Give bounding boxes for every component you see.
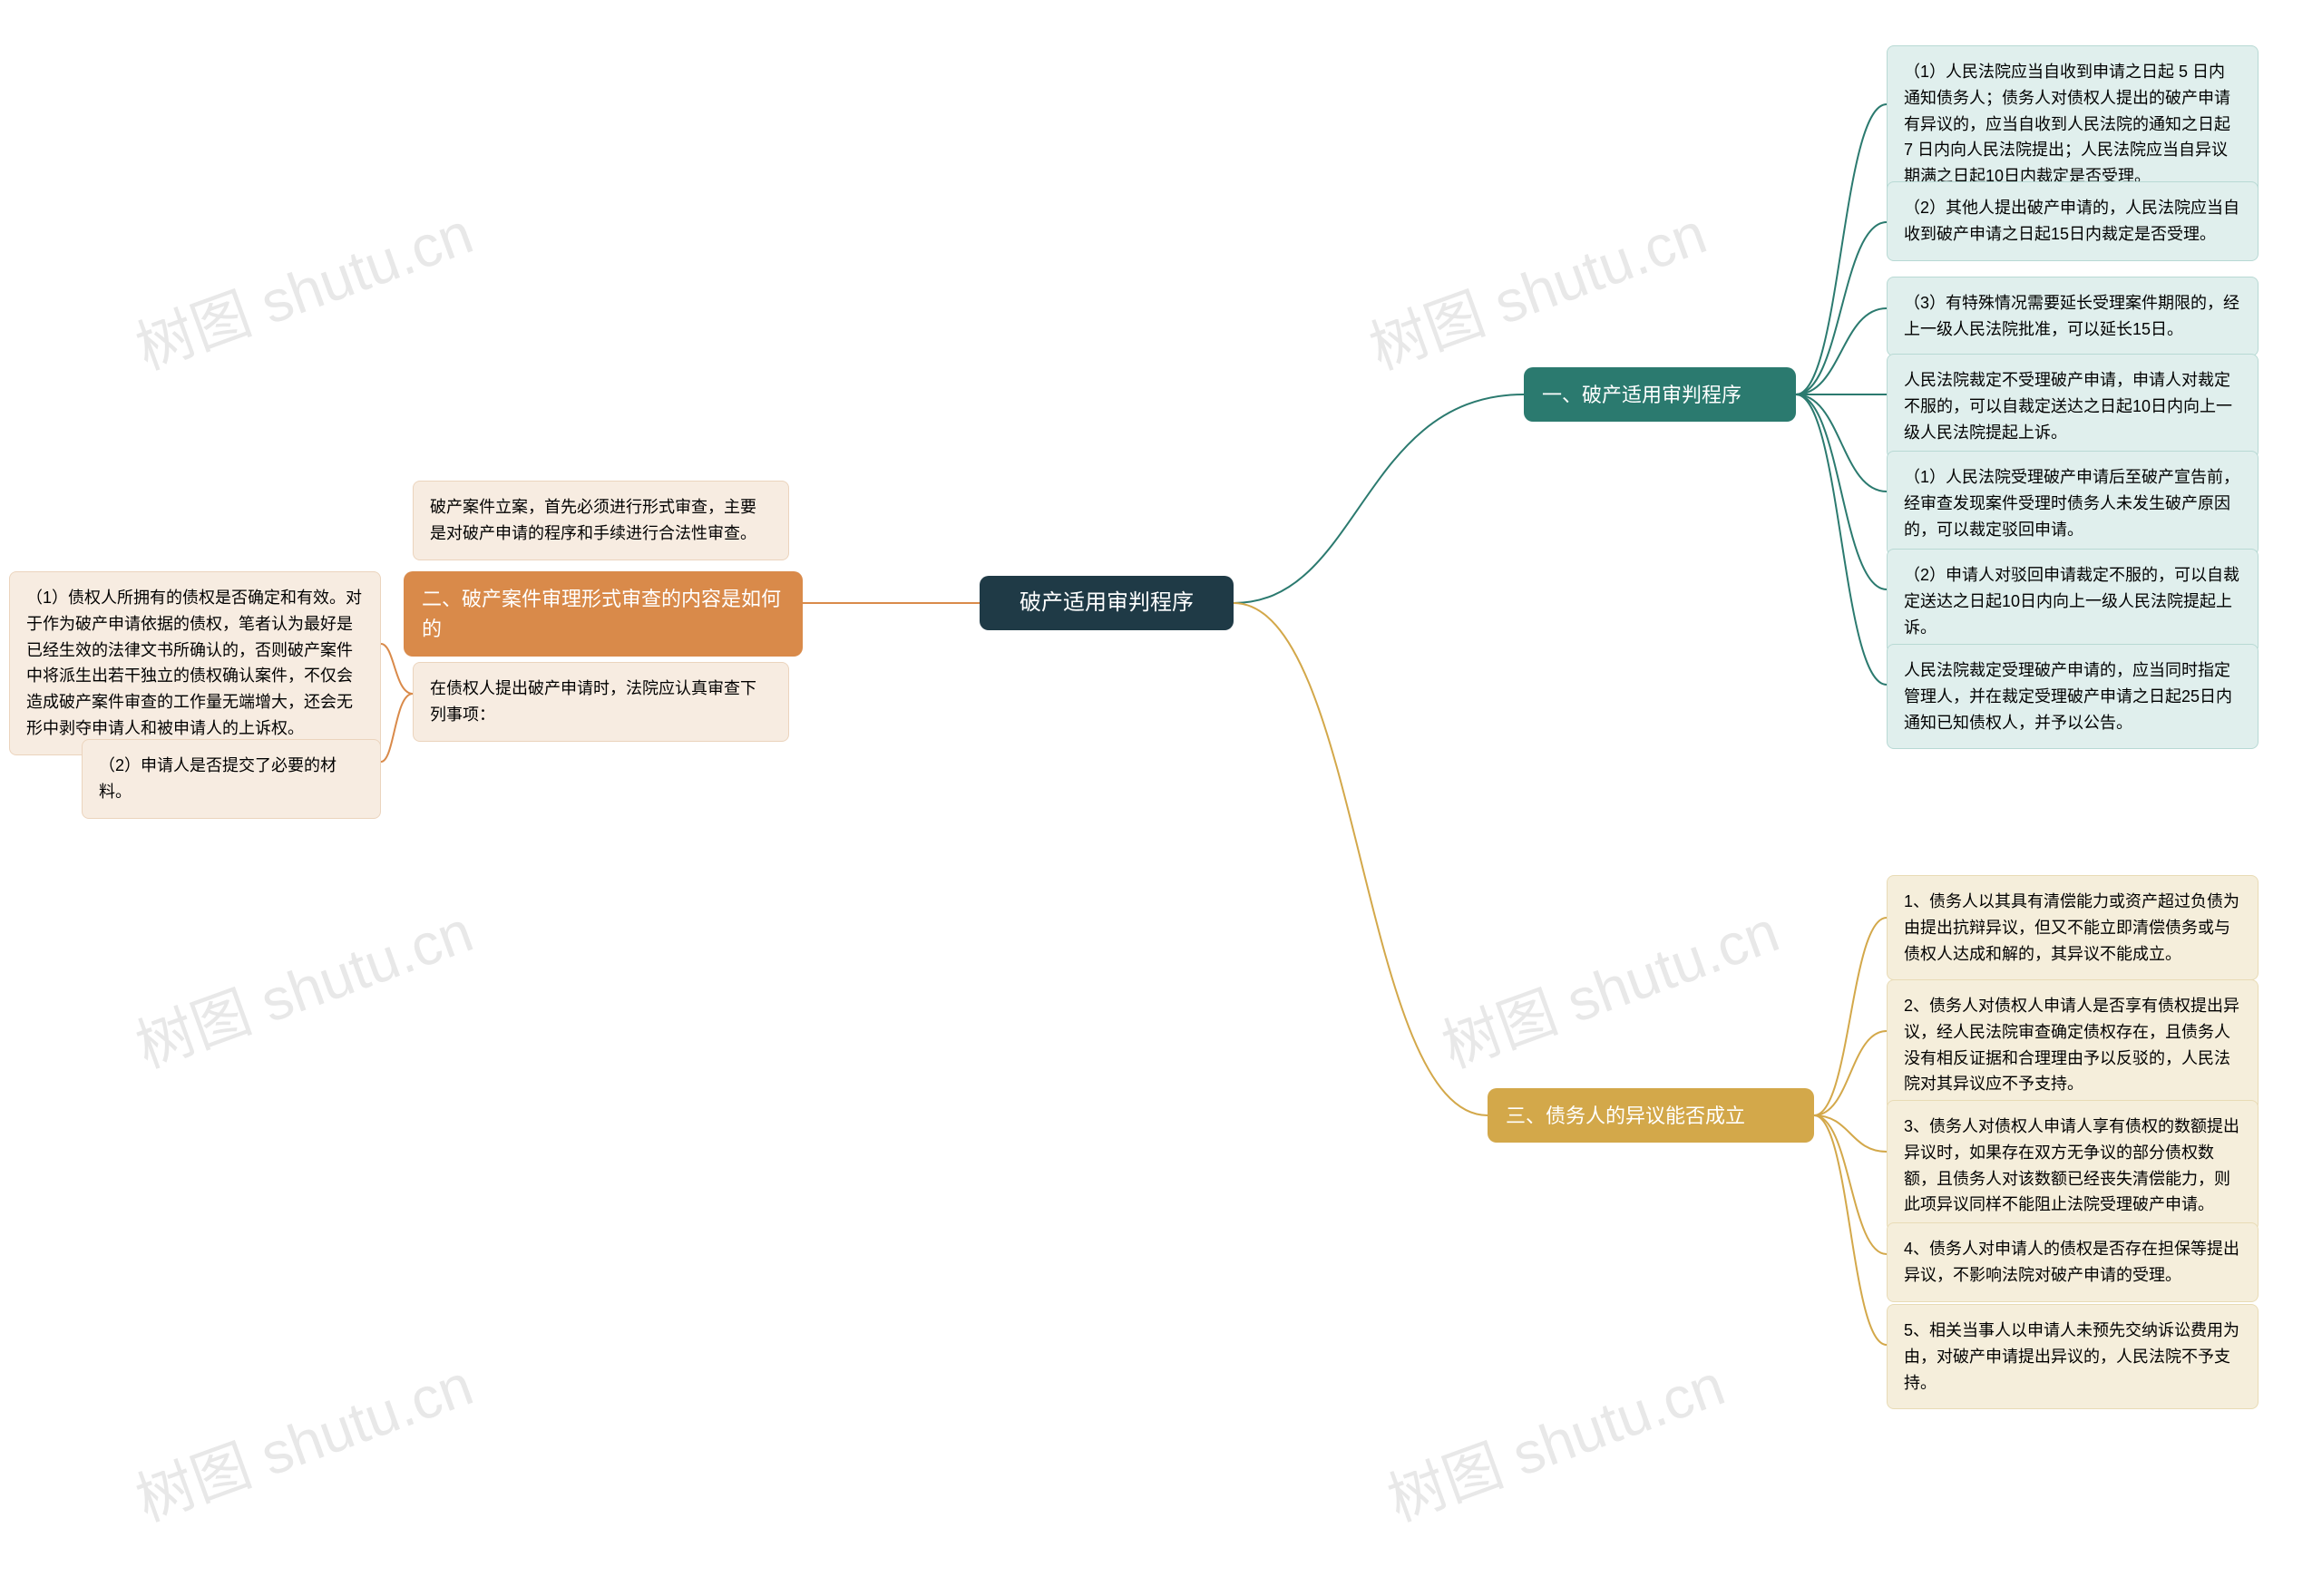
leaf-node: （3）有特殊情况需要延长受理案件期限的，经上一级人民法院批准，可以延长15日。	[1887, 277, 2259, 356]
leaf-node: 3、债务人对债权人申请人享有债权的数额提出异议时，如果存在双方无争议的部分债权数…	[1887, 1100, 2259, 1231]
leaf-node: 人民法院裁定不受理破产申请，申请人对裁定不服的，可以自裁定送达之日起10日内向上…	[1887, 354, 2259, 459]
watermark: 树图 shutu.cn	[1357, 187, 1716, 385]
branch-node-3: 三、债务人的异议能否成立	[1488, 1088, 1814, 1143]
leaf-node: 1、债务人以其具有清偿能力或资产超过负债为由提出抗辩异议，但又不能立即清偿债务或…	[1887, 875, 2259, 980]
leaf-node: （2）其他人提出破产申请的，人民法院应当自收到破产申请之日起15日内裁定是否受理…	[1887, 181, 2259, 261]
leaf-node: 5、相关当事人以申请人未预先交纳诉讼费用为由，对破产申请提出异议的，人民法院不予…	[1887, 1304, 2259, 1409]
leaf-node: （1）人民法院受理破产申请后至破产宣告前，经审查发现案件受理时债务人未发生破产原…	[1887, 451, 2259, 556]
watermark: 树图 shutu.cn	[1375, 1338, 1734, 1537]
leaf-node: （2）申请人是否提交了必要的材料。	[82, 739, 381, 819]
leaf-node: 2、债务人对债权人申请人是否享有债权提出异议，经人民法院审查确定债权存在，且债务…	[1887, 979, 2259, 1111]
leaf-node: 破产案件立案，首先必须进行形式审查，主要是对破产申请的程序和手续进行合法性审查。	[413, 481, 789, 560]
leaf-node: （2）申请人对驳回申请裁定不服的，可以自裁定送达之日起10日内向上一级人民法院提…	[1887, 549, 2259, 654]
watermark: 树图 shutu.cn	[1429, 885, 1789, 1084]
branch-node-1: 一、破产适用审判程序	[1524, 367, 1796, 422]
leaf-node: 在债权人提出破产申请时，法院应认真审查下列事项：	[413, 662, 789, 742]
leaf-node: 4、债务人对申请人的债权是否存在担保等提出异议，不影响法院对破产申请的受理。	[1887, 1222, 2259, 1302]
watermark: 树图 shutu.cn	[123, 1338, 483, 1537]
root-node: 破产适用审判程序	[980, 576, 1234, 630]
leaf-node: （1）债权人所拥有的债权是否确定和有效。对于作为破产申请依据的债权，笔者认为最好…	[9, 571, 381, 755]
watermark: 树图 shutu.cn	[123, 187, 483, 385]
watermark: 树图 shutu.cn	[123, 885, 483, 1084]
leaf-node: （1）人民法院应当自收到申请之日起 5 日内通知债务人；债务人对债权人提出的破产…	[1887, 45, 2259, 203]
branch-node-2: 二、破产案件审理形式审查的内容是如何的	[404, 571, 803, 657]
leaf-node: 人民法院裁定受理破产申请的，应当同时指定管理人，并在裁定受理破产申请之日起25日…	[1887, 644, 2259, 749]
